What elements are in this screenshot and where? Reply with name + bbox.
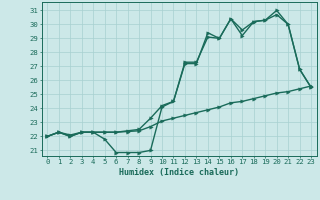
X-axis label: Humidex (Indice chaleur): Humidex (Indice chaleur): [119, 168, 239, 177]
